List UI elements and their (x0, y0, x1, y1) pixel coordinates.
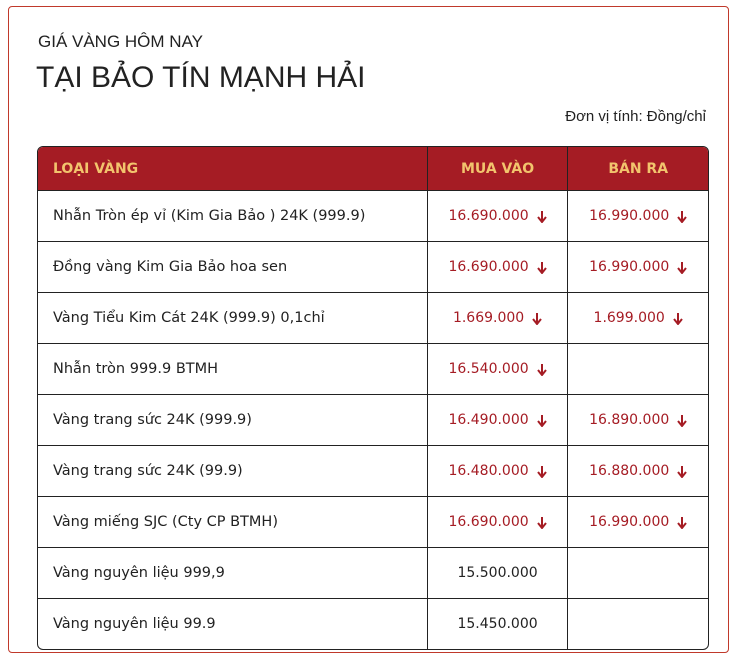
down-arrow (536, 210, 547, 223)
buy-price: 16.480.000 (448, 463, 529, 479)
buy-cell: 1.669.000 (426, 292, 568, 344)
sell-cell (567, 547, 708, 599)
row: Vàng miếng SJC (Cty CP BTMH) 16.690.000 16… (38, 496, 708, 548)
sell-cell: 1.699.000 (567, 292, 708, 344)
row: Vàng trang sức 24K (99.9) 16.480.000 16.88… (38, 445, 708, 497)
row: Vàng nguyên liệu 999,9 15.500.000 (38, 547, 708, 599)
gold-type: Vàng nguyên liệu 99.9 (38, 598, 428, 649)
down-arrow (677, 465, 688, 478)
row: Đồng vàng Kim Gia Bảo hoa sen 16.690.000 1… (38, 241, 708, 293)
sell-cell: 16.990.000 (567, 496, 708, 548)
buy-price: 16.490.000 (448, 412, 529, 428)
column-header: BÁN RA (567, 147, 708, 191)
buy-price: 16.540.000 (448, 361, 529, 377)
row: Nhẫn Tròn ép vỉ (Kim Gia Bảo ) 24K (999.… (38, 190, 708, 242)
sell-price: 16.990.000 (589, 259, 670, 275)
row: Nhẫn tròn 999.9 BTMH 16.540.000 (38, 343, 708, 395)
gold-type: Đồng vàng Kim Gia Bảo hoa sen (38, 241, 428, 293)
gold-type: Vàng miếng SJC (Cty CP BTMH) (38, 496, 428, 548)
buy-price: 16.690.000 (448, 514, 529, 530)
gold-type: Vàng trang sức 24K (999.9) (38, 394, 428, 446)
down-arrow (677, 210, 688, 223)
buy-cell: 16.690.000 (426, 241, 568, 293)
buy-cell: 15.500.000 (426, 547, 568, 599)
down-arrow (536, 363, 547, 376)
row: Vàng trang sức 24K (999.9) 16.490.000 16.8… (38, 394, 708, 446)
table: LOẠI VÀNG MUA VÀO BÁN RA Nhẫn Tròn ép vỉ… (38, 147, 708, 649)
down-arrow (677, 414, 688, 427)
sell-cell (567, 598, 708, 649)
title: TẠI BẢO TÍN MẠNH HẢI (36, 61, 366, 94)
buy-cell: 16.480.000 (426, 445, 568, 497)
down-arrow (536, 465, 547, 478)
sell-price: 1.699.000 (593, 310, 665, 326)
header-row: LOẠI VÀNG MUA VÀO BÁN RA (38, 147, 708, 191)
buy-price: 16.690.000 (448, 259, 529, 275)
sell-price: 16.890.000 (589, 412, 670, 428)
column-header: MUA VÀO (426, 147, 568, 191)
buy-price: 16.690.000 (448, 208, 529, 224)
down-arrow (536, 414, 547, 427)
sell-cell: 16.990.000 (567, 241, 708, 293)
buy-cell: 16.540.000 (426, 343, 568, 395)
card: GIÁ VÀNG HÔM NAY TẠI BẢO TÍN MẠNH HẢI Đơ… (8, 6, 729, 653)
sell-cell: 16.990.000 (567, 190, 708, 242)
sell-price: 16.990.000 (589, 208, 670, 224)
buy-cell: 16.490.000 (426, 394, 568, 446)
buy-cell: 16.690.000 (426, 190, 568, 242)
price-table: LOẠI VÀNG MUA VÀO BÁN RA Nhẫn Tròn ép vỉ… (37, 146, 709, 650)
column-header: LOẠI VÀNG (38, 147, 428, 191)
down-arrow (536, 261, 547, 274)
buy-cell: 15.450.000 (426, 598, 568, 649)
buy-price: 15.500.000 (457, 565, 538, 581)
buy-price: 15.450.000 (457, 616, 538, 632)
gold-type: Vàng Tiểu Kim Cát 24K (999.9) 0,1chỉ (38, 292, 428, 344)
down-arrow (673, 312, 683, 325)
unit: Đơn vị tính: Đồng/chỉ (565, 108, 706, 125)
down-arrow (677, 261, 688, 274)
buy-price: 1.669.000 (452, 310, 525, 326)
gold-type: Nhẫn tròn 999.9 BTMH (38, 343, 428, 395)
sell-cell: 16.880.000 (567, 445, 708, 497)
sell-price: 16.990.000 (589, 514, 670, 530)
gold-type: Vàng nguyên liệu 999,9 (38, 547, 428, 599)
buy-cell: 16.690.000 (426, 496, 568, 548)
down-arrow (532, 312, 542, 325)
sell-cell (567, 343, 708, 395)
sell-cell: 16.890.000 (567, 394, 708, 446)
sell-price: 16.880.000 (589, 463, 670, 479)
down-arrow (677, 516, 688, 529)
gold-type: Vàng trang sức 24K (99.9) (38, 445, 428, 497)
subtitle: GIÁ VÀNG HÔM NAY (38, 32, 203, 51)
gold-type: Nhẫn Tròn ép vỉ (Kim Gia Bảo ) 24K (999.… (38, 190, 428, 242)
row: Vàng Tiểu Kim Cát 24K (999.9) 0,1chỉ 1.66… (38, 292, 708, 344)
row: Vàng nguyên liệu 99.9 15.450.000 (38, 598, 708, 649)
down-arrow (536, 516, 547, 529)
